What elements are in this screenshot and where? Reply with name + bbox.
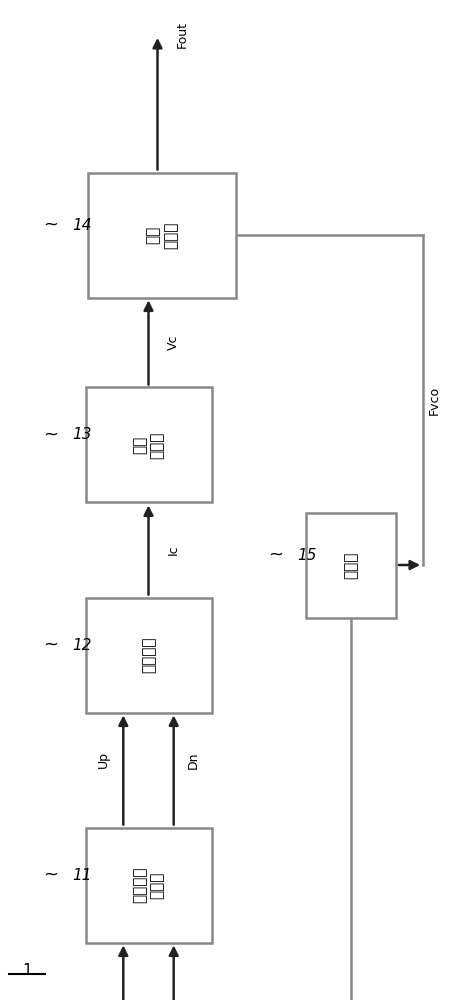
Text: 分频器: 分频器 [343, 551, 359, 579]
Text: 相位频率
检测器: 相位频率 检测器 [132, 867, 165, 903]
Text: 12: 12 [72, 638, 91, 652]
Text: ~: ~ [44, 866, 58, 884]
Text: 1: 1 [22, 963, 32, 978]
Text: 15: 15 [297, 548, 316, 562]
Text: Vc: Vc [166, 335, 180, 350]
Text: 13: 13 [72, 427, 91, 442]
Text: 14: 14 [72, 218, 91, 232]
Text: Fvco: Fvco [428, 385, 441, 415]
Text: 回路
滤波器: 回路 滤波器 [132, 431, 165, 459]
Text: 11: 11 [72, 867, 91, 882]
Text: ~: ~ [269, 546, 284, 564]
Text: Fout: Fout [176, 21, 189, 48]
Text: ~: ~ [44, 426, 58, 444]
Text: Ic: Ic [166, 545, 180, 555]
Bar [88, 172, 236, 298]
Text: Dn: Dn [187, 751, 200, 769]
Bar [86, 387, 212, 502]
Text: ~: ~ [44, 216, 58, 234]
Text: 压控
振荡器: 压控 振荡器 [146, 221, 178, 249]
Bar [86, 828, 212, 942]
Bar [306, 512, 396, 617]
Text: ~: ~ [44, 636, 58, 654]
Text: Up: Up [97, 752, 110, 768]
Text: 电荷泵浦: 电荷泵浦 [141, 637, 156, 673]
Bar [86, 597, 212, 712]
